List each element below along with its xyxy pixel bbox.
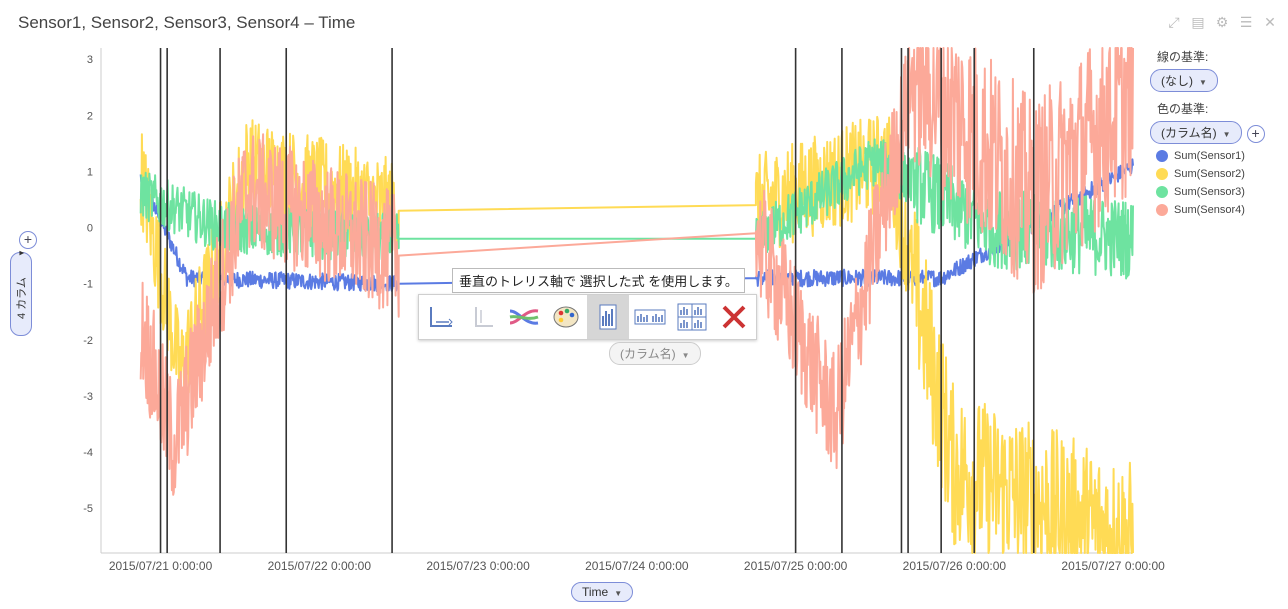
x-tick-label: 2015/07/26 0:00:00 bbox=[903, 559, 1007, 573]
palette-icon bbox=[553, 306, 579, 328]
legend-swatch bbox=[1156, 186, 1168, 198]
list-icon[interactable]: ☰ bbox=[1239, 14, 1253, 30]
chevron-down-icon: ▼ bbox=[614, 589, 623, 598]
chevron-down-icon: ▼ bbox=[1222, 130, 1231, 139]
close-icon[interactable]: ✕ bbox=[1264, 14, 1276, 30]
palette-button[interactable] bbox=[545, 295, 587, 339]
y-tick-label: -4 bbox=[83, 447, 93, 459]
y-tick-label: 3 bbox=[87, 54, 93, 66]
trellis-off-button[interactable] bbox=[461, 295, 503, 339]
y-tick-label: -2 bbox=[83, 335, 93, 347]
add-y-axis-icon[interactable]: + bbox=[19, 231, 37, 249]
settings-icon[interactable]: ⚙ bbox=[1215, 14, 1229, 30]
line-by-selector[interactable]: (なし) ▼ bbox=[1150, 69, 1218, 92]
trellis-toolbar bbox=[418, 294, 757, 340]
trellis-tooltip: 垂直のトレリス軸で 選択した式 を使用します。 bbox=[452, 268, 745, 293]
legend-swatch bbox=[1156, 204, 1168, 216]
lines-button[interactable] bbox=[503, 295, 545, 339]
add-color-icon[interactable]: + bbox=[1246, 124, 1265, 143]
x-tick-label: 2015/07/24 0:00:00 bbox=[585, 559, 689, 573]
legend-item[interactable]: Sum(Sensor3) bbox=[1156, 186, 1265, 198]
trellis-vertical-button[interactable] bbox=[587, 295, 629, 339]
y-tick-label: -3 bbox=[83, 391, 93, 403]
y-tick-label: -1 bbox=[83, 279, 93, 291]
remove-icon bbox=[722, 305, 746, 329]
series-line-sum-sensor2- bbox=[139, 115, 1134, 554]
y-axis-selector[interactable]: ▼ 4 カラム bbox=[10, 249, 32, 336]
trellis-grid-button[interactable] bbox=[671, 295, 713, 339]
legend-swatch bbox=[1156, 150, 1168, 162]
trellis-off-icon bbox=[475, 307, 493, 327]
y-tick-label: 2 bbox=[87, 110, 93, 122]
trellis-horizontal-icon bbox=[634, 309, 666, 325]
series-line-sum-sensor4- bbox=[139, 47, 1134, 496]
legend-item[interactable]: Sum(Sensor4) bbox=[1156, 204, 1265, 216]
trellis-column-selector[interactable]: (カラム名) ▼ bbox=[609, 342, 701, 365]
y-tick-label: 1 bbox=[87, 166, 93, 178]
axes-icon bbox=[430, 307, 453, 327]
chevron-down-icon: ▼ bbox=[17, 249, 26, 257]
trellis-vertical-icon bbox=[599, 304, 617, 330]
lines-icon bbox=[509, 309, 539, 325]
line-by-label: 線の基準: bbox=[1157, 50, 1209, 64]
legend-item[interactable]: Sum(Sensor1) bbox=[1156, 150, 1265, 162]
x-tick-label: 2015/07/21 0:00:00 bbox=[109, 559, 213, 573]
x-tick-label: 2015/07/22 0:00:00 bbox=[268, 559, 372, 573]
details-icon[interactable]: ▤ bbox=[1191, 14, 1205, 30]
axes-button[interactable] bbox=[419, 295, 461, 339]
color-by-selector[interactable]: (カラム名) ▼ bbox=[1150, 121, 1242, 144]
legend-item[interactable]: Sum(Sensor2) bbox=[1156, 168, 1265, 180]
chevron-down-icon: ▼ bbox=[681, 351, 690, 360]
chart-title: Sensor1, Sensor2, Sensor3, Sensor4 – Tim… bbox=[18, 13, 356, 32]
remove-trellis-button[interactable] bbox=[713, 295, 755, 339]
y-tick-label: 0 bbox=[87, 223, 93, 235]
x-axis-selector[interactable]: Time ▼ bbox=[571, 582, 634, 602]
trellis-grid-icon bbox=[677, 303, 707, 331]
color-by-label: 色の基準: bbox=[1157, 102, 1209, 116]
legend: 線の基準: (なし) ▼ 色の基準: (カラム名) ▼ + Sum(Sensor1) … bbox=[1150, 46, 1265, 216]
expand-icon[interactable]: ⤢ bbox=[1168, 14, 1180, 30]
trellis-horizontal-button[interactable] bbox=[629, 295, 671, 339]
x-tick-label: 2015/07/25 0:00:00 bbox=[744, 559, 848, 573]
x-tick-label: 2015/07/27 0:00:00 bbox=[1061, 559, 1165, 573]
visualization-toolbar: ⤢ ▤ ⚙ ☰ ✕ bbox=[1166, 14, 1278, 31]
x-tick-label: 2015/07/23 0:00:00 bbox=[426, 559, 530, 573]
y-tick-label: -5 bbox=[83, 503, 93, 515]
chevron-down-icon: ▼ bbox=[1199, 78, 1207, 87]
legend-swatch bbox=[1156, 168, 1168, 180]
